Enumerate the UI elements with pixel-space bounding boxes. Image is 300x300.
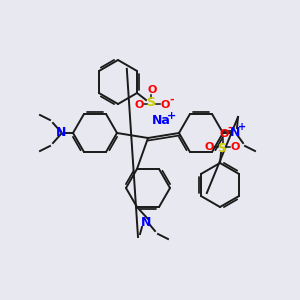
- Text: O: O: [147, 85, 157, 95]
- Text: -: -: [228, 123, 232, 133]
- Text: O: O: [219, 129, 229, 139]
- Text: Na: Na: [152, 115, 170, 128]
- Text: O: O: [230, 142, 240, 152]
- Text: N: N: [141, 217, 151, 230]
- Text: N: N: [230, 127, 240, 140]
- Text: O: O: [134, 100, 144, 110]
- Text: +: +: [167, 111, 176, 121]
- Text: O: O: [160, 100, 170, 110]
- Text: +: +: [238, 122, 246, 132]
- Text: N: N: [56, 127, 66, 140]
- Text: -: -: [170, 95, 174, 105]
- Text: S: S: [147, 97, 156, 110]
- Text: O: O: [204, 142, 214, 152]
- Text: S: S: [218, 142, 226, 154]
